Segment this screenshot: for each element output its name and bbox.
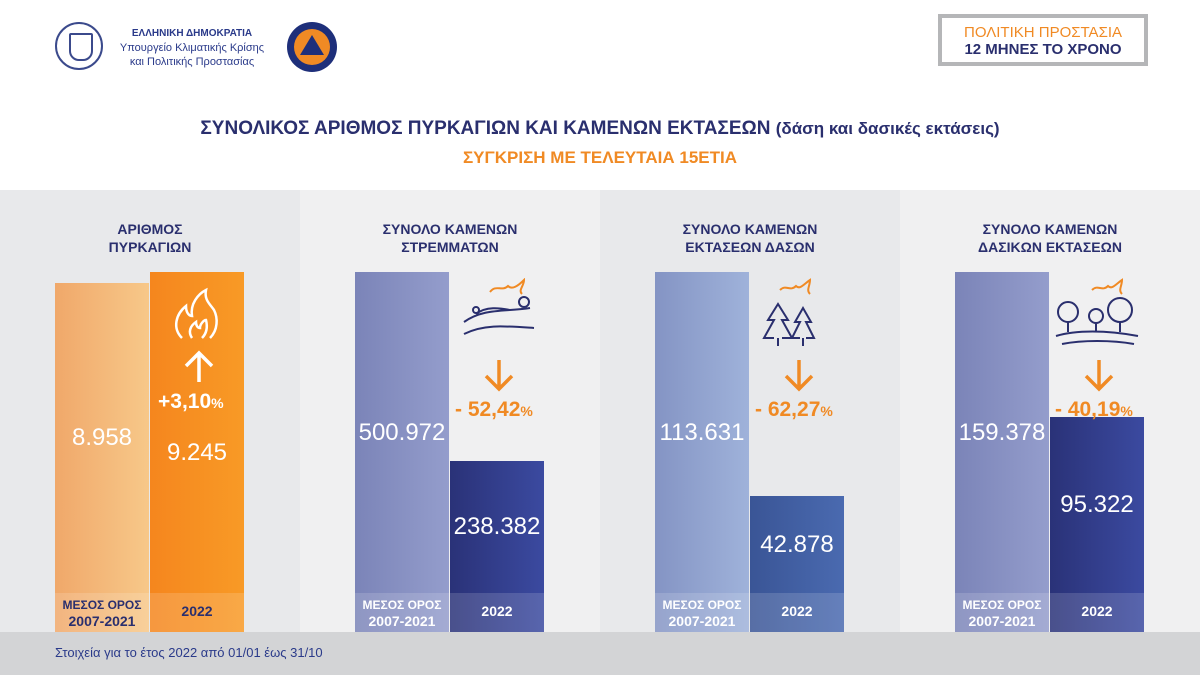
category-line-2: 2007-2021 <box>68 612 136 629</box>
bar-average: 159.378 ΜΕΣΟΣ ΟΡΟΣ 2007-2021 <box>955 272 1049 632</box>
category-line-2: 2007-2021 <box>368 613 436 629</box>
bar-category-label: 2022 <box>750 592 844 632</box>
bar-2022: 42.878 2022 <box>750 496 844 632</box>
page-title: ΣΥΝΟΛΙΚΟΣ ΑΡΙΘΜΟΣ ΠΥΡΚΑΓΙΩΝ ΚΑΙ ΚΑΜΕΝΩΝ … <box>0 118 1200 140</box>
bar-category-label: ΜΕΣΟΣ ΟΡΟΣ 2007-2021 <box>55 592 149 632</box>
bar-average: 113.631 ΜΕΣΟΣ ΟΡΟΣ 2007-2021 <box>655 272 749 632</box>
bar-2022: 95.322 2022 <box>1050 416 1144 632</box>
category-line-1: ΜΕΣΟΣ ΟΡΟΣ <box>662 598 742 612</box>
org-line-3: και Πολιτικής Προστασίας <box>129 56 255 68</box>
category-line-1: 2022 <box>1081 602 1113 619</box>
chart-title-line-1: ΣΥΝΟΛΟ ΚΑΜΕΝΩΝ <box>382 221 518 237</box>
change-unit: % <box>1120 403 1133 419</box>
chart-title: ΣΥΝΟΛΟ ΚΑΜΕΝΩΝ ΣΤΡΕΜΜΑΤΩΝ <box>300 220 600 256</box>
category-line-1: 2022 <box>181 603 213 619</box>
change-value: - 52,42 <box>455 398 521 421</box>
bar-value-label: 500.972 <box>358 418 446 446</box>
burning-forest-icon <box>760 278 830 353</box>
bar-value-label: 159.378 <box>958 418 1046 446</box>
chart-title-line-1: ΣΥΝΟΛΟ ΚΑΜΕΝΩΝ <box>982 221 1118 237</box>
bar-category-label: 2022 <box>1050 592 1144 632</box>
bar-value-label: 113.631 <box>659 418 745 446</box>
category-line-2: 2007-2021 <box>968 613 1036 629</box>
category-line-1: ΜΕΣΟΣ ΟΡΟΣ <box>362 598 442 612</box>
category-line-1: ΜΕΣΟΣ ΟΡΟΣ <box>962 598 1042 612</box>
bar-category-label: ΜΕΣΟΣ ΟΡΟΣ 2007-2021 <box>655 593 749 632</box>
bar-value-label: 42.878 <box>760 530 834 558</box>
category-line-2: 2007-2021 <box>668 613 736 629</box>
footer: Στοιχεία για το έτος 2022 από 01/01 έως … <box>0 632 1200 675</box>
change-percentage: - 40,19% <box>1055 398 1133 422</box>
change-percentage: - 62,27% <box>755 398 833 422</box>
badge-line-1: ΠΟΛΙΤΙΚΗ ΠΡΟΣΤΑΣΙΑ <box>963 24 1123 41</box>
chart-title-line-1: ΑΡΙΘΜΟΣ <box>117 221 183 237</box>
bar-category-label: 2022 <box>450 592 544 632</box>
bar-average: 8.958 ΜΕΣΟΣ ΟΡΟΣ 2007-2021 <box>55 283 149 632</box>
bar-value-label: 95.322 <box>1060 490 1134 518</box>
change-value: - 40,19 <box>1055 398 1121 421</box>
change-unit: % <box>820 403 833 419</box>
title-suffix: (δάση και δασικές εκτάσεις) <box>775 119 1000 138</box>
chart-title: ΣΥΝΟΛΟ ΚΑΜΕΝΩΝ ΔΑΣΙΚΩΝ ΕΚΤΑΣΕΩΝ <box>900 220 1200 256</box>
footer-note: Στοιχεία για το έτος 2022 από 01/01 έως … <box>55 645 323 660</box>
org-line-2: Υπουργείο Κλιματικής Κρίσης <box>119 42 265 54</box>
title-main: ΣΥΝΟΛΙΚΟΣ ΑΡΙΘΜΟΣ ΠΥΡΚΑΓΙΩΝ ΚΑΙ ΚΑΜΕΝΩΝ … <box>200 118 771 139</box>
category-line-1: 2022 <box>481 602 513 619</box>
bar-category-label: 2022 <box>150 593 244 632</box>
bar-category-label: ΜΕΣΟΣ ΟΡΟΣ 2007-2021 <box>955 593 1049 632</box>
bar-value-label: 9.245 <box>166 438 228 466</box>
bar-2022: 9.245 2022 <box>150 272 244 632</box>
burning-field-icon <box>460 277 540 353</box>
arrow-down-icon <box>482 358 516 397</box>
chart-title-line-2: ΣΤΡΕΜΜΑΤΩΝ <box>401 239 499 255</box>
page-subtitle: ΣΥΓΚΡΙΣΗ ΜΕ ΤΕΛΕΥΤΑΙΑ 15ΕΤΙΑ <box>462 148 738 167</box>
arrow-down-icon <box>782 358 816 397</box>
change-percentage: +3,10% <box>158 390 224 414</box>
burning-woodland-icon <box>1052 278 1142 353</box>
change-value: +3,10 <box>158 390 212 413</box>
campaign-badge: ΠΟΛΙΤΙΚΗ ΠΡΟΣΤΑΣΙΑ 12 ΜΗΝΕΣ ΤΟ ΧΡΟΝΟ <box>938 14 1148 66</box>
category-line-1: ΜΕΣΟΣ ΟΡΟΣ <box>62 597 142 612</box>
chart-panel: ΣΥΝΟΛΟ ΚΑΜΕΝΩΝ ΣΤΡΕΜΜΑΤΩΝ 500.972 ΜΕΣΟΣ Ο… <box>300 190 600 632</box>
arrow-down-icon <box>1082 358 1116 397</box>
greek-coat-of-arms-logo <box>55 22 103 70</box>
chart-title-line-1: ΣΥΝΟΛΟ ΚΑΜΕΝΩΝ <box>682 221 818 237</box>
fire-icon <box>162 278 232 353</box>
org-line-1: ΕΛΛΗΝΙΚΗ ΔΗΜΟΚΡΑΤΙΑ <box>131 28 253 39</box>
category-line-1: 2022 <box>781 602 813 619</box>
bar-2022: 238.382 2022 <box>450 460 544 632</box>
change-unit: % <box>520 403 533 419</box>
ministry-name: ΕΛΛΗΝΙΚΗ ΔΗΜΟΚΡΑΤΙΑ Υπουργείο Κλιματικής… <box>112 26 272 69</box>
arrow-up-icon <box>182 350 216 389</box>
bar-category-label: ΜΕΣΟΣ ΟΡΟΣ 2007-2021 <box>355 593 449 632</box>
bar-value-label: 8.958 <box>71 424 133 452</box>
civil-protection-logo <box>287 22 337 72</box>
chart-panel: ΣΥΝΟΛΟ ΚΑΜΕΝΩΝ ΔΑΣΙΚΩΝ ΕΚΤΑΣΕΩΝ 159.378 Μ… <box>900 190 1200 632</box>
chart-title-line-2: ΠΥΡΚΑΓΙΩΝ <box>108 239 192 255</box>
chart-title: ΑΡΙΘΜΟΣ ΠΥΡΚΑΓΙΩΝ <box>0 220 300 256</box>
badge-line-2: 12 ΜΗΝΕΣ ΤΟ ΧΡΟΝΟ <box>964 41 1122 58</box>
chart-title: ΣΥΝΟΛΟ ΚΑΜΕΝΩΝ ΕΚΤΑΣΕΩΝ ΔΑΣΩΝ <box>600 220 900 256</box>
chart-title-line-2: ΔΑΣΙΚΩΝ ΕΚΤΑΣΕΩΝ <box>978 239 1122 255</box>
chart-panel: ΣΥΝΟΛΟ ΚΑΜΕΝΩΝ ΕΚΤΑΣΕΩΝ ΔΑΣΩΝ 113.631 ΜΕΣ… <box>600 190 900 632</box>
chart-title-line-2: ΕΚΤΑΣΕΩΝ ΔΑΣΩΝ <box>685 239 815 255</box>
bar-value-label: 238.382 <box>453 512 541 540</box>
chart-panel: ΑΡΙΘΜΟΣ ΠΥΡΚΑΓΙΩΝ 8.958 ΜΕΣΟΣ ΟΡΟΣ 2007-20… <box>0 190 300 632</box>
bar-average: 500.972 ΜΕΣΟΣ ΟΡΟΣ 2007-2021 <box>355 272 449 632</box>
change-value: - 62,27 <box>755 398 821 421</box>
change-percentage: - 52,42% <box>455 398 533 422</box>
change-unit: % <box>211 395 224 411</box>
